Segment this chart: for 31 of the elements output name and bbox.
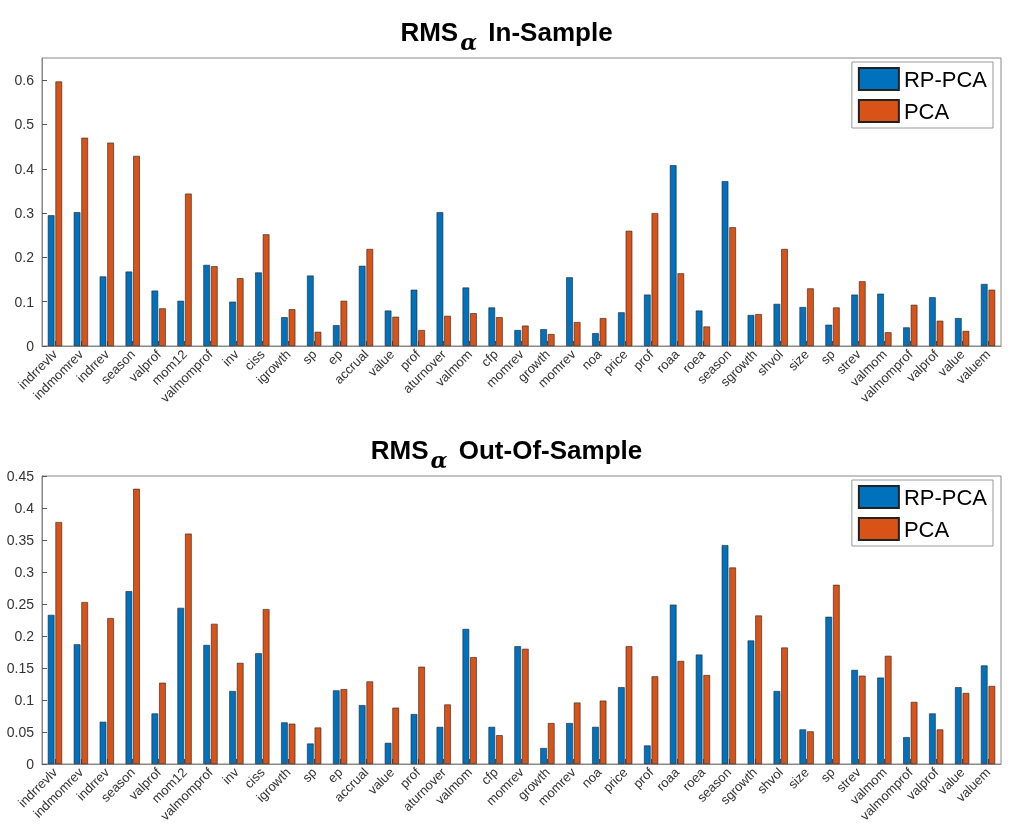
legend-label: RP-PCA bbox=[903, 66, 988, 92]
x-tick-label: sp bbox=[299, 346, 320, 367]
y-tick-label: 0.15 bbox=[6, 660, 35, 676]
y-tick-label: 0 bbox=[26, 338, 35, 354]
x-tick-label: sp bbox=[817, 346, 838, 367]
legend-label: PCA bbox=[903, 516, 950, 542]
x-tick-label: roaa bbox=[653, 346, 683, 376]
y-tick-label: 0.1 bbox=[14, 692, 35, 708]
y-tick-label: 0.35 bbox=[6, 532, 35, 548]
legend-label: RP-PCA bbox=[903, 484, 988, 510]
y-tick-label: 0.4 bbox=[14, 160, 35, 177]
x-tick-label: size bbox=[784, 764, 812, 792]
x-tick-label: inv bbox=[219, 764, 243, 788]
y-tick-label: 0 bbox=[26, 756, 35, 772]
y-tick-label: 0.3 bbox=[14, 564, 35, 580]
x-tick-label: roaa bbox=[653, 764, 683, 794]
legend-label: PCA bbox=[903, 98, 950, 124]
y-tick-label: 0.2 bbox=[14, 249, 35, 266]
y-tick-label: 0.5 bbox=[14, 116, 35, 133]
y-tick-label: 0.3 bbox=[14, 205, 35, 222]
x-tick-label: sp bbox=[299, 764, 320, 785]
y-tick-label: 0.2 bbox=[14, 628, 35, 644]
y-tick-label: 0.4 bbox=[14, 500, 35, 516]
x-tick-label: size bbox=[784, 346, 812, 374]
y-tick-label: 0.6 bbox=[14, 72, 35, 89]
x-tick-label: sp bbox=[817, 764, 838, 785]
y-tick-label: 0.1 bbox=[14, 293, 35, 310]
y-tick-label: 0.45 bbox=[6, 468, 35, 484]
y-tick-label: 0.05 bbox=[6, 724, 35, 740]
y-tick-label: 0.25 bbox=[6, 596, 35, 612]
x-tick-label: inv bbox=[219, 346, 243, 370]
